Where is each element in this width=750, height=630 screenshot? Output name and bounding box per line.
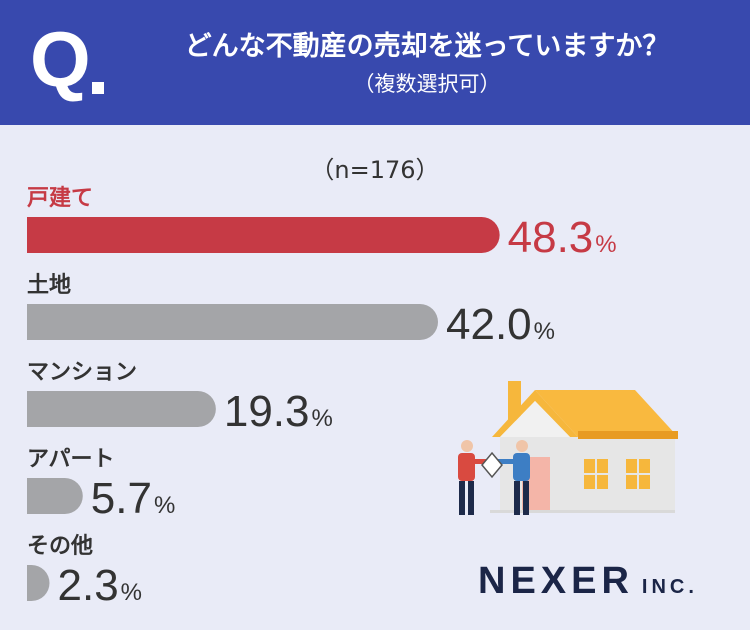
unit-label-4: % [154,492,175,519]
question-subtitle: （複数選択可） [353,72,501,96]
sample-size-label: （n=176） [310,156,440,184]
value-label-2: 42.0 [446,300,532,349]
bar-4 [27,478,83,514]
value-label-4: 5.7 [91,474,152,523]
question-header: Q どんな不動産の売却を迷っていますか？ （複数選択可） [0,0,750,125]
category-label-5: その他 [27,534,93,559]
category-label-3: マンション [27,360,137,385]
unit-label-2: % [534,318,555,345]
q-mark: Q [30,15,91,103]
category-label-4: アパート [27,447,115,472]
value-label-3: 19.3 [224,387,310,436]
bar-5 [27,565,50,601]
unit-label-3: % [312,405,333,432]
value-label-5: 2.3 [58,561,119,610]
bar-2 [27,304,438,340]
bar-1 [27,217,500,253]
question-title: どんな不動産の売却を迷っていますか？ [184,31,670,62]
category-label-2: 土地 [27,273,71,298]
bar-3 [27,391,216,427]
value-label-1: 48.3 [508,213,594,262]
q-dot [92,82,104,94]
category-label-1: 戸建て [27,186,93,211]
unit-label-1: % [595,231,616,258]
house-handshake-icon [458,381,678,515]
unit-label-5: % [121,579,142,606]
nexer-logo: NEXER INC. [478,560,698,602]
